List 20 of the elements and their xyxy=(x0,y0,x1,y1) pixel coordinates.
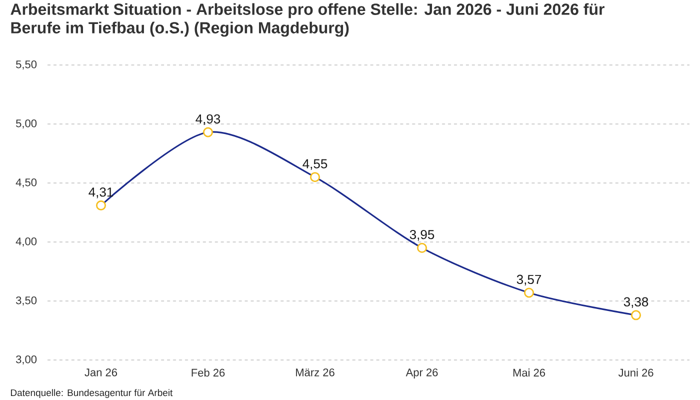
text: Datenquelle: Bundesagentur für Arbeit xyxy=(10,389,173,398)
y-tick-label: 4,00 xyxy=(16,237,37,247)
data-label: 3,95 xyxy=(410,230,434,241)
x-tick-label: Apr 26 xyxy=(406,368,438,378)
y-tick-label: 4,50 xyxy=(16,178,37,188)
data-label: 4,55 xyxy=(302,159,328,170)
data-label: 3,38 xyxy=(624,297,648,308)
y-tick-label: 3,00 xyxy=(16,355,37,365)
y-tick-label: 5,50 xyxy=(16,60,37,70)
y-tick-label: 3,50 xyxy=(16,296,37,306)
y-tick-label: 5,00 xyxy=(16,119,37,129)
x-tick-label: Feb 26 xyxy=(192,368,225,377)
x-tick-label: Jan 26 xyxy=(84,368,118,376)
x-tick-label: Mai 26 xyxy=(513,368,546,377)
x-tick-label: März 26 xyxy=(296,368,334,376)
x-tick-label: Juni 26 xyxy=(618,368,654,377)
chart-title: Arbeitsmarkt Situation - Arbeitslose pro offene Stelle: Jan 2026 - Juni 2026 für Berufe im Tiefbau (o.S.) (Region Magdeburg) xyxy=(10,3,604,37)
data-label: 4,93 xyxy=(196,114,220,126)
data-label: 3,57 xyxy=(516,274,542,286)
data-label: 4,31 xyxy=(88,187,114,198)
